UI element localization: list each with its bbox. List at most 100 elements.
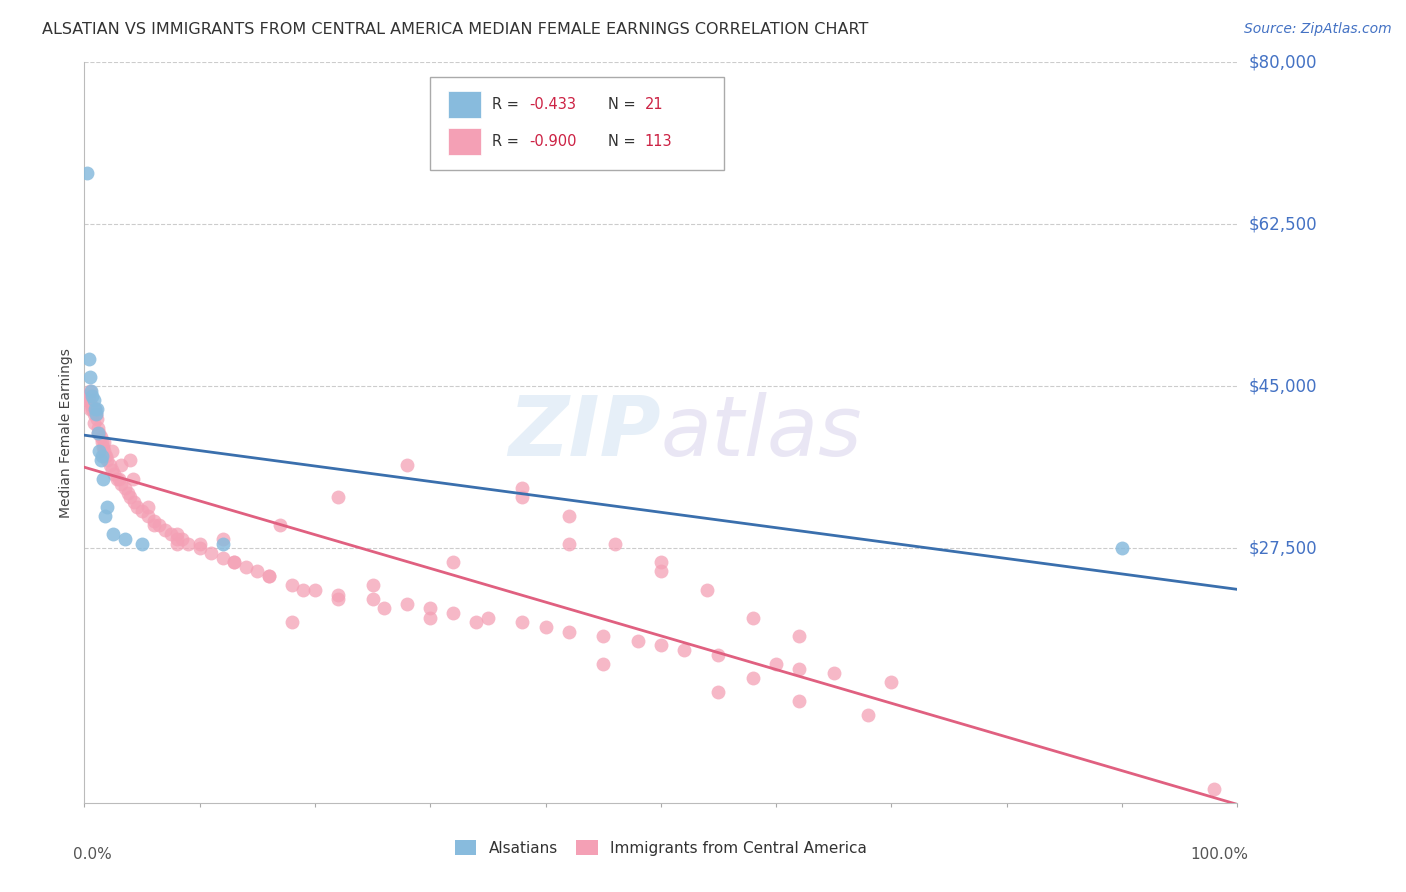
Text: R =: R = (492, 97, 524, 112)
Point (80, 398, 103, 412)
Point (110, 476, 132, 491)
Point (465, 615, 488, 630)
Text: 0.0%: 0.0% (73, 847, 111, 863)
Point (131, 504, 153, 518)
Point (246, 565, 269, 579)
Text: $27,500: $27,500 (1249, 540, 1317, 558)
Point (281, 615, 304, 630)
Point (419, 601, 441, 615)
Text: -0.900: -0.900 (530, 134, 576, 149)
Point (105, 472, 128, 486)
Point (108, 472, 131, 486)
Point (86, 402, 108, 417)
Text: $80,000: $80,000 (1249, 54, 1317, 71)
Point (79, 370, 101, 384)
Point (396, 458, 419, 472)
Point (512, 615, 534, 630)
Text: N =: N = (607, 97, 640, 112)
Point (142, 514, 165, 528)
Point (76, 393, 98, 408)
Point (166, 532, 188, 546)
Point (82, 388, 104, 402)
Point (127, 500, 149, 514)
Point (269, 518, 291, 533)
Point (87, 425, 110, 440)
Text: $45,000: $45,000 (1249, 377, 1317, 395)
Point (87, 421, 110, 435)
Point (235, 559, 257, 574)
Text: -0.433: -0.433 (530, 97, 576, 112)
Point (707, 648, 730, 662)
Point (880, 675, 903, 690)
Point (114, 532, 136, 546)
Point (211, 532, 233, 546)
Text: R =: R = (492, 134, 524, 149)
Legend: Alsatians, Immigrants from Central America: Alsatians, Immigrants from Central Ameri… (449, 834, 873, 862)
Point (101, 462, 124, 476)
Point (823, 666, 845, 681)
Point (83, 417, 105, 431)
Point (94, 449, 117, 463)
Point (166, 527, 188, 541)
Point (89, 444, 111, 458)
Point (441, 555, 464, 569)
Point (89, 430, 111, 444)
Point (441, 606, 464, 620)
Point (122, 495, 145, 509)
Point (153, 523, 176, 537)
FancyBboxPatch shape (430, 78, 724, 169)
Point (557, 536, 579, 550)
Point (96, 449, 118, 463)
Point (148, 518, 170, 533)
Point (477, 610, 499, 624)
Point (326, 588, 349, 602)
Point (83, 407, 105, 421)
Point (96, 500, 118, 514)
FancyBboxPatch shape (447, 91, 481, 118)
Point (224, 555, 246, 569)
Point (534, 620, 557, 634)
Text: $62,500: $62,500 (1249, 215, 1317, 234)
Point (142, 518, 165, 533)
Point (83, 402, 105, 417)
Point (742, 671, 765, 685)
Point (93, 434, 115, 449)
Point (326, 592, 349, 607)
Point (224, 555, 246, 569)
Point (84, 407, 107, 421)
Text: ZIP: ZIP (508, 392, 661, 473)
Point (592, 657, 614, 671)
Point (650, 639, 672, 653)
Point (200, 546, 222, 560)
Point (361, 592, 384, 607)
Point (858, 707, 880, 722)
Point (419, 610, 441, 624)
Point (77, 351, 100, 366)
Point (557, 508, 579, 523)
Point (787, 694, 810, 708)
Point (512, 491, 534, 505)
Point (86, 411, 108, 425)
Point (91, 440, 114, 454)
Point (707, 685, 730, 699)
Point (1111, 541, 1133, 556)
Point (90, 449, 112, 463)
Point (787, 629, 810, 643)
Point (79, 384, 101, 398)
Point (592, 629, 614, 643)
Point (114, 481, 136, 495)
Point (87, 425, 110, 440)
Point (76, 393, 98, 408)
Point (188, 536, 211, 550)
Point (787, 662, 810, 676)
Point (396, 597, 419, 611)
Point (110, 458, 132, 472)
Point (76, 166, 98, 180)
Point (166, 536, 188, 550)
Point (121, 472, 143, 486)
Point (90, 434, 112, 449)
Point (103, 527, 124, 541)
Point (76, 388, 98, 402)
Point (650, 555, 672, 569)
Point (257, 569, 280, 583)
